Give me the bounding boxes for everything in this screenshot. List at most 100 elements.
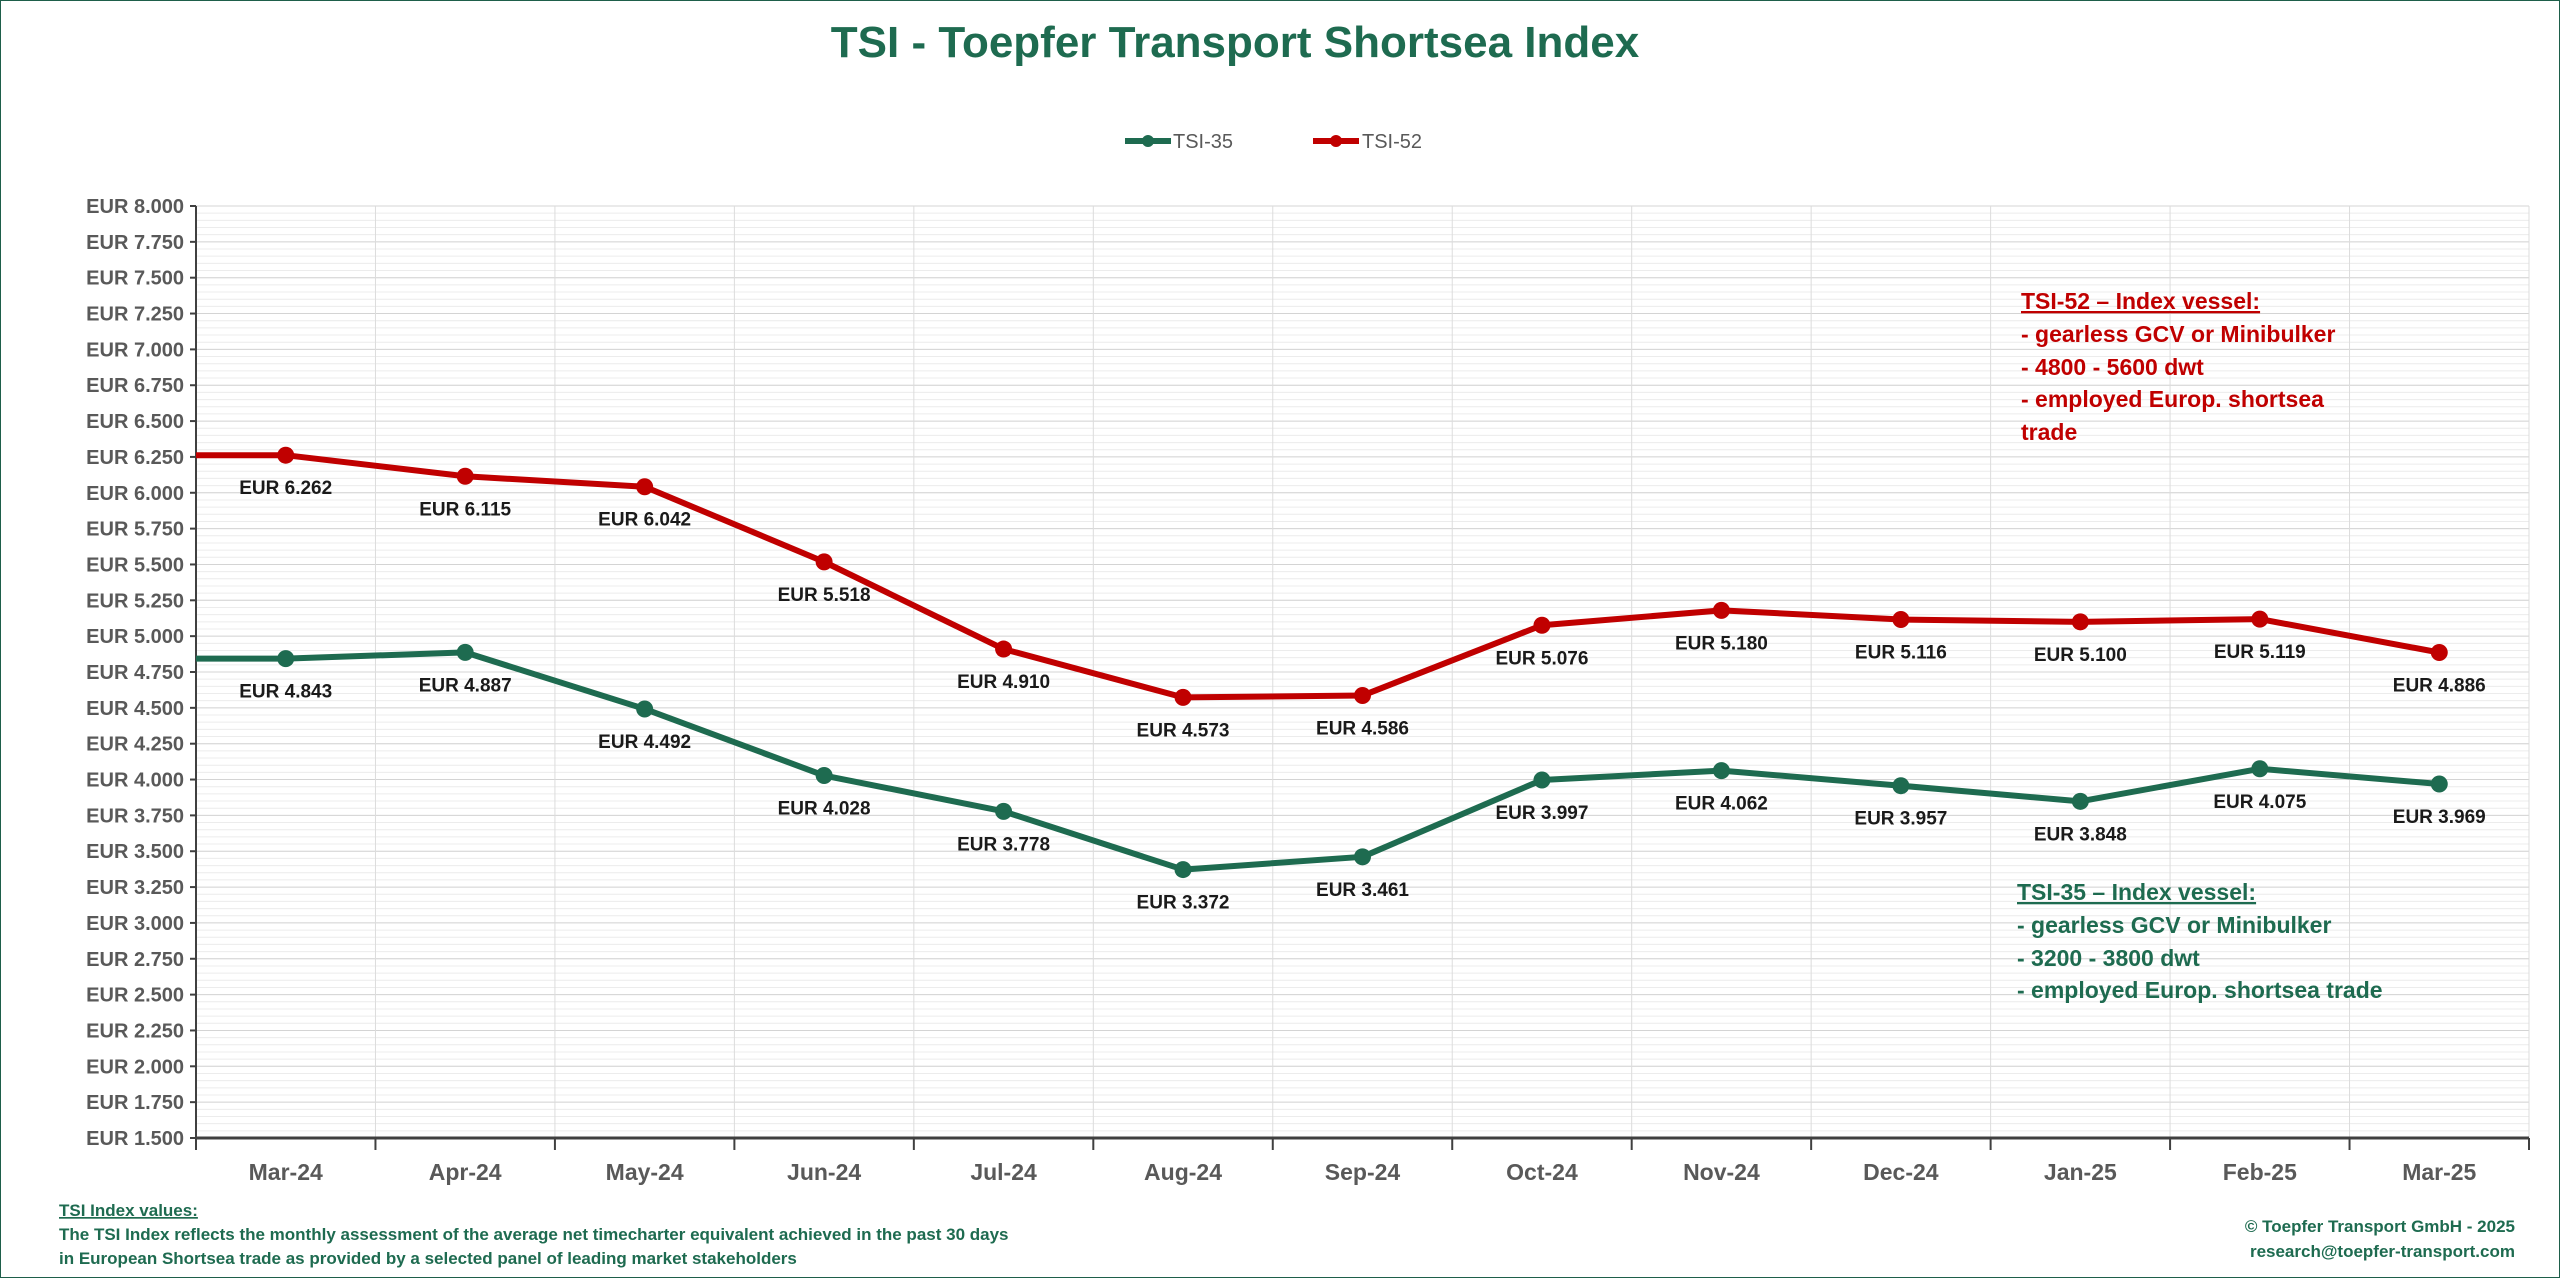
- footer-description-line-1: The TSI Index reflects the monthly asses…: [59, 1225, 1009, 1244]
- series-line-tsi52: [196, 452, 2440, 701]
- y-tick-label: EUR 6.000: [86, 483, 184, 505]
- major-gridlines: [196, 205, 2530, 1139]
- data-label-tsi35: EUR 4.843: [239, 682, 332, 703]
- tsi35-annotation-heading: TSI-35 – Index vessel:: [2017, 879, 2256, 905]
- data-label-tsi52: EUR 6.115: [419, 499, 511, 520]
- y-tick-label: EUR 3.250: [86, 877, 184, 899]
- data-label-tsi35: EUR 3.997: [1495, 803, 1588, 824]
- y-tick-label: EUR 3.000: [86, 913, 184, 935]
- y-tick-label: EUR 3.750: [86, 805, 184, 827]
- data-point-tsi35: [456, 643, 474, 661]
- data-point-tsi35: [995, 802, 1013, 820]
- y-tick-label: EUR 7.000: [86, 339, 184, 361]
- axes: [190, 205, 2530, 1150]
- data-point-tsi35: [2071, 792, 2089, 810]
- legend-label-tsi35: TSI-35: [1173, 131, 1233, 153]
- data-label-tsi52: EUR 4.910: [957, 672, 1050, 693]
- x-tick-label: Jul-24: [970, 1159, 1037, 1185]
- data-point-tsi35: [815, 767, 833, 785]
- data-point-tsi35: [1712, 762, 1730, 780]
- y-tick-label: EUR 4.750: [86, 662, 184, 684]
- x-tick-label: May-24: [606, 1159, 684, 1185]
- data-point-tsi35: [1174, 861, 1192, 879]
- y-tick-label: EUR 4.000: [86, 770, 184, 792]
- tsi52-annotation-line-3: - employed Europ. shortsea: [2021, 386, 2324, 412]
- tsi52-annotation-heading: TSI-52 – Index vessel:: [2021, 288, 2260, 314]
- y-tick-label: EUR 4.500: [86, 698, 184, 720]
- footer-description-line-2: in European Shortsea trade as provided b…: [59, 1249, 797, 1268]
- y-tick-label: EUR 7.250: [86, 304, 184, 326]
- data-point-tsi52: [815, 553, 833, 571]
- data-label-tsi35: EUR 3.372: [1137, 893, 1230, 914]
- data-label-tsi52: EUR 5.518: [778, 585, 871, 606]
- y-tick-label: EUR 8.000: [86, 196, 184, 218]
- data-point-tsi35: [2430, 775, 2448, 793]
- data-point-tsi35: [1892, 777, 1910, 795]
- y-tick-label: EUR 2.750: [86, 949, 184, 971]
- legend-marker-tsi52: [1330, 135, 1342, 147]
- y-tick-label: EUR 7.500: [86, 268, 184, 290]
- tsi35-annotation: TSI-35 – Index vessel: - gearless GCV or…: [2017, 879, 2383, 1003]
- footer-heading: TSI Index values:: [59, 1201, 198, 1220]
- data-label-tsi35: EUR 3.778: [957, 834, 1050, 855]
- y-tick-label: EUR 1.500: [86, 1128, 184, 1150]
- data-point-tsi52: [636, 478, 654, 496]
- y-tick-label: EUR 1.750: [86, 1092, 184, 1114]
- data-label-tsi35: EUR 3.969: [2393, 807, 2486, 828]
- tsi35-annotation-line-3: - employed Europ. shortsea trade: [2017, 977, 2383, 1003]
- data-label-tsi52: EUR 4.573: [1137, 720, 1230, 741]
- data-labels: EUR 4.843 EUR 4.887 EUR 4.492 EUR 4.028 EUR …: [239, 478, 2485, 913]
- data-point-tsi35: [1354, 848, 1371, 866]
- data-point-tsi35: [277, 650, 295, 668]
- data-point-tsi52: [277, 446, 295, 464]
- data-label-tsi35: EUR 4.028: [778, 799, 871, 820]
- data-label-tsi52: EUR 5.116: [1855, 643, 1947, 664]
- data-point-tsi52: [1533, 616, 1551, 634]
- y-tick-label: EUR 6.750: [86, 375, 184, 397]
- tsi35-annotation-line-1: - gearless GCV or Minibulker: [2017, 912, 2331, 938]
- contact-email: research@toepfer-transport.com: [2250, 1242, 2515, 1261]
- data-point-tsi52: [995, 640, 1013, 658]
- y-tick-label: EUR 3.500: [86, 841, 184, 863]
- series-layer: [196, 446, 2448, 879]
- data-label-tsi35: EUR 4.075: [2213, 792, 2306, 813]
- legend-label-tsi52: TSI-52: [1362, 131, 1422, 153]
- data-point-tsi52: [456, 467, 474, 485]
- data-point-tsi52: [1892, 611, 1910, 629]
- x-tick-label: Jun-24: [787, 1159, 861, 1185]
- x-axis-tick-labels: Mar-24 Apr-24 May-24 Jun-24 Jul-24 Aug-24 Sep-…: [249, 1159, 2477, 1185]
- data-label-tsi52: EUR 6.262: [239, 478, 332, 499]
- x-tick-label: Nov-24: [1683, 1159, 1760, 1185]
- y-tick-label: EUR 4.250: [86, 734, 184, 756]
- data-label-tsi35: EUR 4.887: [419, 675, 512, 696]
- x-tick-label: Sep-24: [1325, 1159, 1401, 1185]
- tsi52-annotation-line-1: - gearless GCV or Minibulker: [2021, 321, 2335, 347]
- x-tick-label: Aug-24: [1144, 1159, 1222, 1185]
- footer: TSI Index values: The TSI Index reflects…: [59, 1201, 2515, 1268]
- data-point-tsi52: [1712, 601, 1730, 619]
- data-label-tsi52: EUR 6.042: [598, 510, 691, 531]
- y-tick-label: EUR 5.250: [86, 590, 184, 612]
- chart-title: TSI - Toepfer Transport Shortsea Index: [831, 18, 1640, 67]
- x-tick-label: Feb-25: [2223, 1159, 2297, 1185]
- x-tick-label: Mar-25: [2402, 1159, 2476, 1185]
- tsi52-annotation-line-4: trade: [2021, 419, 2077, 445]
- data-label-tsi52: EUR 5.119: [2214, 642, 2306, 663]
- tsi35-annotation-line-2: - 3200 - 3800 dwt: [2017, 945, 2200, 971]
- y-tick-label: EUR 2.250: [86, 1020, 184, 1042]
- y-tick-label: EUR 6.250: [86, 447, 184, 469]
- tsi52-annotation: TSI-52 – Index vessel: - gearless GCV or…: [2021, 288, 2335, 445]
- y-tick-label: EUR 5.000: [86, 626, 184, 648]
- x-tick-label: Jan-25: [2044, 1159, 2117, 1185]
- series-line-tsi35: [196, 649, 2440, 873]
- data-label-tsi52: EUR 5.076: [1495, 648, 1588, 669]
- y-tick-label: EUR 2.500: [86, 985, 184, 1007]
- data-label-tsi35: EUR 3.957: [1854, 809, 1947, 830]
- y-tick-label: EUR 7.750: [86, 232, 184, 254]
- data-point-tsi52: [2430, 643, 2448, 661]
- y-tick-label: EUR 6.500: [86, 411, 184, 433]
- x-tick-label: Apr-24: [429, 1159, 502, 1185]
- data-label-tsi35: EUR 4.492: [598, 732, 691, 753]
- data-label-tsi35: EUR 3.461: [1316, 880, 1409, 901]
